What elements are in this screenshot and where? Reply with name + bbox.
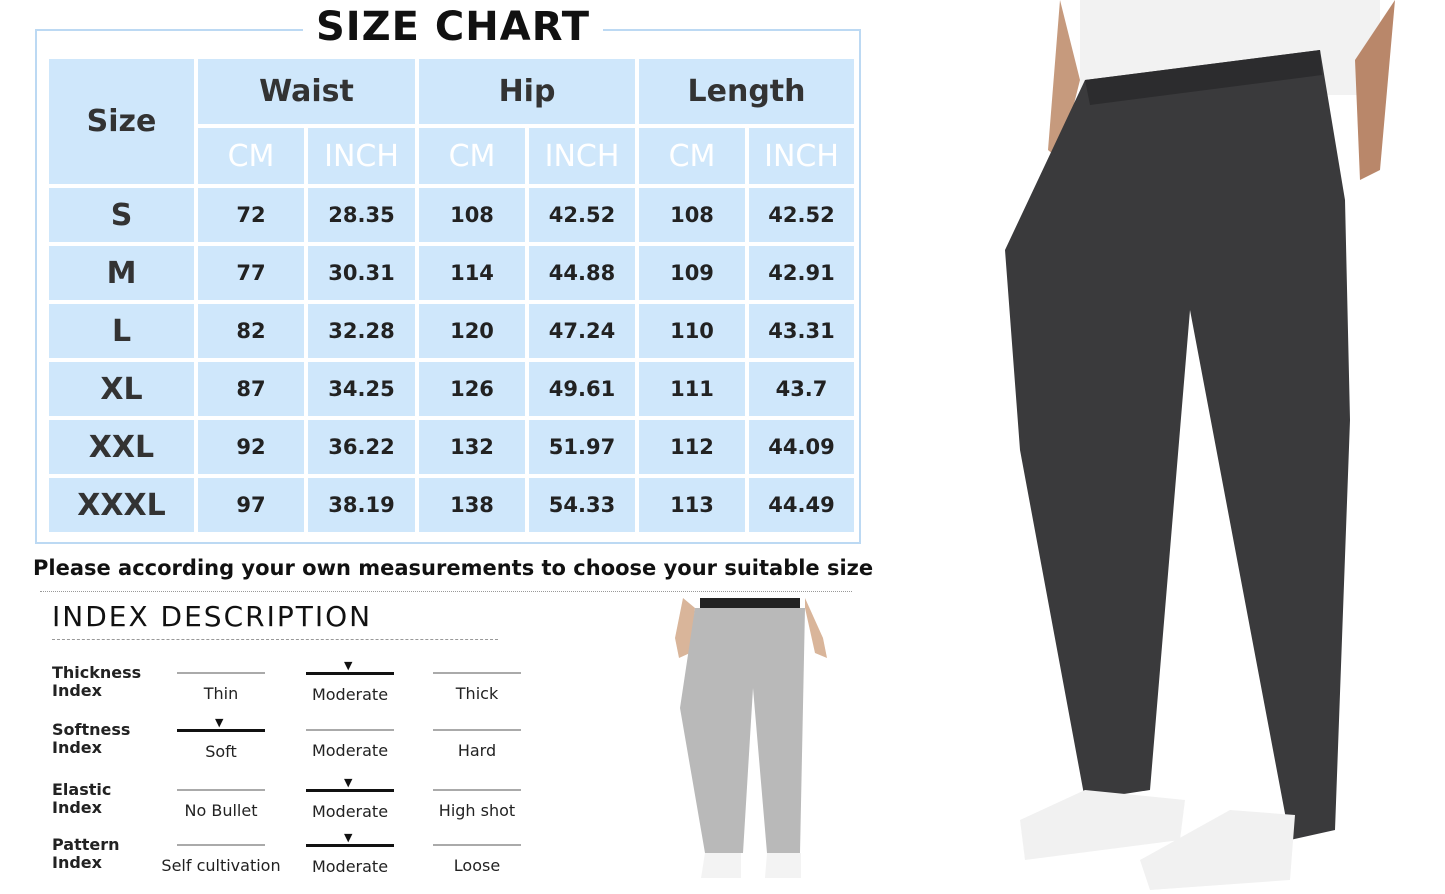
index-label: Softness Index — [52, 720, 131, 757]
option-label: High shot — [438, 801, 516, 820]
option-label: Moderate — [311, 685, 389, 704]
group-header: Waist — [198, 59, 415, 124]
option-label: Moderate — [311, 741, 389, 760]
index-row: Pattern Index Self cultivation ▼ Moderate Lo… — [52, 832, 532, 882]
size-label: S — [49, 188, 194, 242]
table-cell: 38.19 — [308, 478, 415, 532]
option-label: Moderate — [311, 857, 389, 876]
index-title: INDEX DESCRIPTION — [52, 600, 373, 633]
table-cell: 113 — [639, 478, 745, 532]
size-label: XXL — [49, 420, 194, 474]
table-cell: 42.52 — [529, 188, 635, 242]
option-label: No Bullet — [184, 801, 258, 820]
table-cell: 49.61 — [529, 362, 635, 416]
table-cell: 77 — [198, 246, 304, 300]
size-table: Size Waist Hip Length CM INCH CM INCH CM INCH S 72 2… — [49, 59, 854, 532]
index-option: ▼ Moderate — [306, 832, 394, 876]
table-cell: 28.35 — [308, 188, 415, 242]
index-option: Thick — [433, 660, 521, 703]
option-label: Moderate — [311, 802, 389, 821]
table-cell: 34.25 — [308, 362, 415, 416]
table-cell: 110 — [639, 304, 745, 358]
table-cell: 108 — [639, 188, 745, 242]
table-cell: 51.97 — [529, 420, 635, 474]
index-option: ▼ Soft — [177, 717, 265, 761]
table-cell: 42.91 — [749, 246, 854, 300]
table-cell: 114 — [419, 246, 525, 300]
table-cell: 82 — [198, 304, 304, 358]
index-row: Elastic Index No Bullet ▼ Moderate High shot — [52, 777, 532, 827]
unit-header: INCH — [749, 128, 854, 184]
table-cell: 44.49 — [749, 478, 854, 532]
table-cell: 44.88 — [529, 246, 635, 300]
unit-header: CM — [198, 128, 304, 184]
dark-pants-image — [1005, 0, 1395, 890]
index-option: Moderate — [306, 717, 394, 760]
gray-pants-image — [675, 598, 827, 878]
table-cell: 47.24 — [529, 304, 635, 358]
index-row: Softness Index ▼ Soft Moderate Hard — [52, 717, 532, 767]
table-cell: 108 — [419, 188, 525, 242]
selected-marker-icon: ▼ — [344, 831, 353, 844]
size-label: XL — [49, 362, 194, 416]
table-cell: 43.7 — [749, 362, 854, 416]
option-label: Soft — [205, 742, 237, 761]
size-label: L — [49, 304, 194, 358]
table-cell: 44.09 — [749, 420, 854, 474]
size-header: Size — [49, 59, 194, 184]
index-option: Thin — [177, 660, 265, 703]
group-header: Hip — [419, 59, 635, 124]
option-label: Self cultivation — [161, 856, 281, 875]
table-cell: 92 — [198, 420, 304, 474]
size-chart-title: SIZE CHART — [303, 4, 603, 50]
table-cell: 54.33 — [529, 478, 635, 532]
table-cell: 120 — [419, 304, 525, 358]
selected-marker-icon: ▼ — [215, 716, 224, 729]
table-cell: 72 — [198, 188, 304, 242]
index-label: Thickness Index — [52, 663, 142, 700]
table-cell: 112 — [639, 420, 745, 474]
unit-header: INCH — [308, 128, 415, 184]
option-label: Loose — [453, 856, 501, 875]
selected-marker-icon: ▼ — [344, 776, 353, 789]
selected-marker-icon: ▼ — [344, 659, 353, 672]
index-option: Self cultivation — [161, 832, 281, 875]
table-cell: 111 — [639, 362, 745, 416]
divider — [52, 639, 498, 640]
index-option: ▼ Moderate — [306, 777, 394, 821]
index-label: Pattern Index — [52, 835, 120, 872]
index-option: High shot — [433, 777, 521, 820]
table-cell: 32.28 — [308, 304, 415, 358]
size-label: XXXL — [49, 478, 194, 532]
table-cell: 109 — [639, 246, 745, 300]
table-cell: 30.31 — [308, 246, 415, 300]
divider — [40, 591, 852, 592]
table-cell: 36.22 — [308, 420, 415, 474]
index-option: Loose — [433, 832, 521, 875]
unit-header: CM — [419, 128, 525, 184]
option-label: Hard — [457, 741, 497, 760]
index-option: No Bullet — [177, 777, 265, 820]
option-label: Thick — [455, 684, 499, 703]
unit-header: CM — [639, 128, 745, 184]
group-header: Length — [639, 59, 854, 124]
measurement-note: Please according your own measurements t… — [33, 556, 874, 580]
size-label: M — [49, 246, 194, 300]
table-cell: 87 — [198, 362, 304, 416]
index-option: Hard — [433, 717, 521, 760]
index-option: ▼ Moderate — [306, 660, 394, 704]
index-label: Elastic Index — [52, 780, 112, 817]
table-cell: 42.52 — [749, 188, 854, 242]
table-cell: 97 — [198, 478, 304, 532]
table-cell: 43.31 — [749, 304, 854, 358]
table-cell: 126 — [419, 362, 525, 416]
unit-header: INCH — [529, 128, 635, 184]
table-cell: 132 — [419, 420, 525, 474]
option-label: Thin — [203, 684, 239, 703]
index-row: Thickness Index Thin ▼ Moderate Thick — [52, 660, 532, 710]
table-cell: 138 — [419, 478, 525, 532]
